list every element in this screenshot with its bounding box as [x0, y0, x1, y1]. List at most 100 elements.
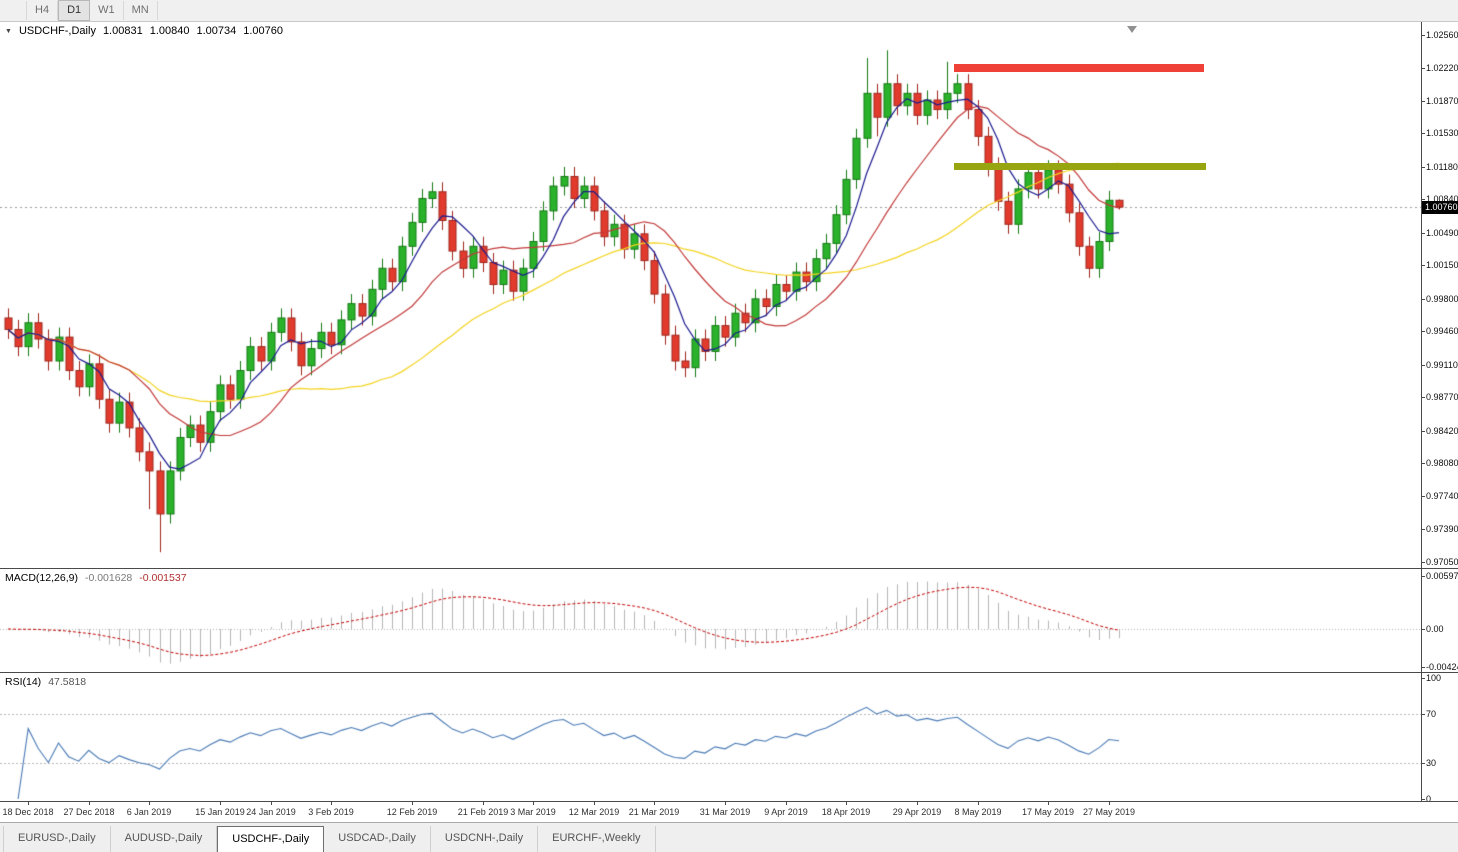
axis-label: 1.00150 — [1426, 260, 1458, 270]
price-chart-canvas[interactable] — [0, 22, 1421, 568]
support-level-line[interactable] — [954, 163, 1206, 171]
axis-tick — [1422, 431, 1425, 432]
date-label: 17 May 2019 — [1021, 807, 1075, 817]
date-tick — [594, 802, 595, 805]
date-label: 18 Apr 2019 — [821, 807, 871, 817]
axis-label: 1.00840 — [1426, 194, 1458, 204]
collapse-triangle-icon[interactable]: ▼ — [5, 27, 12, 35]
panel-separator — [0, 672, 1458, 673]
axis-tick — [1422, 265, 1425, 266]
panel-separator — [0, 568, 1458, 569]
tab-usdchf-daily[interactable]: USDCHF-,Daily — [217, 826, 325, 852]
chart-header: ▼ USDCHF-,Daily 1.00831 1.00840 1.00734 … — [5, 25, 283, 37]
date-tick — [654, 802, 655, 805]
axis-tick — [1422, 763, 1425, 764]
axis-label: 1.02220 — [1426, 63, 1458, 73]
axis-label: 100 — [1426, 673, 1442, 683]
timeframe-d1-button[interactable]: D1 — [58, 0, 91, 21]
axis-label: 1.01530 — [1426, 128, 1458, 138]
axis-label: 0.98080 — [1426, 458, 1458, 468]
date-label: 31 Mar 2019 — [699, 807, 751, 817]
axis-label: 0.00597 — [1426, 571, 1458, 581]
ohlc-close-value: 1.00760 — [243, 25, 283, 37]
date-tick — [483, 802, 484, 805]
date-label: 12 Mar 2019 — [568, 807, 620, 817]
date-label: 27 May 2019 — [1082, 807, 1136, 817]
date-tick — [331, 802, 332, 805]
axis-tick — [1422, 397, 1425, 398]
axis-tick — [1422, 68, 1425, 69]
axis-label: 30 — [1426, 758, 1437, 768]
macd-indicator-canvas[interactable] — [0, 569, 1421, 672]
axis-label: 0.97050 — [1426, 557, 1458, 567]
date-tick — [220, 802, 221, 805]
tab-eurchf-weekly[interactable]: EURCHF-,Weekly — [538, 826, 656, 852]
axis-label: 70 — [1426, 709, 1437, 719]
axis-label: 0.99110 — [1426, 360, 1458, 370]
tab-usdcnh-daily[interactable]: USDCNH-,Daily — [431, 826, 539, 852]
date-label: 18 Dec 2018 — [2, 807, 54, 817]
axis-tick — [1422, 331, 1425, 332]
timeframe-toolbar: H4 D1 W1 MN — [0, 0, 1458, 22]
axis-tick — [1422, 167, 1425, 168]
date-tick — [412, 802, 413, 805]
axis-tick — [1422, 199, 1425, 200]
price-axis[interactable]: 1.00760 1.02560 1.02220 1.01870 1.01530 1.01… — [1421, 22, 1458, 804]
date-tick — [1109, 802, 1110, 805]
axis-label: 1.02560 — [1426, 30, 1458, 40]
axis-tick — [1422, 35, 1425, 36]
rsi-value: 47.5818 — [48, 676, 87, 688]
date-label: 27 Dec 2018 — [63, 807, 115, 817]
date-label: 3 Feb 2019 — [308, 807, 354, 817]
timeframe-w1-button[interactable]: W1 — [90, 1, 124, 20]
date-tick — [786, 802, 787, 805]
axis-tick — [1422, 299, 1425, 300]
macd-signal-value: -0.001537 — [139, 572, 187, 584]
resistance-level-line[interactable] — [954, 63, 1204, 72]
date-tick — [1048, 802, 1049, 805]
axis-label: 0 — [1426, 794, 1432, 804]
axis-tick — [1422, 463, 1425, 464]
chart-shift-marker-icon[interactable] — [1127, 26, 1137, 33]
rsi-label: RSI(14) — [5, 676, 42, 688]
chart-symbol-label: USDCHF-,Daily — [18, 25, 96, 37]
current-price-tag: 1.00760 — [1422, 201, 1458, 214]
date-tick — [917, 802, 918, 805]
axis-label: 1.01180 — [1426, 162, 1458, 172]
axis-tick — [1422, 496, 1425, 497]
time-axis[interactable]: 18 Dec 2018 27 Dec 2018 6 Jan 2019 15 Jan 2… — [0, 802, 1458, 822]
date-label: 21 Mar 2019 — [628, 807, 680, 817]
axis-tick — [1422, 101, 1425, 102]
chart-area: ▼ USDCHF-,Daily 1.00831 1.00840 1.00734 … — [0, 22, 1458, 822]
date-tick — [725, 802, 726, 805]
date-tick — [271, 802, 272, 805]
rsi-indicator-canvas[interactable] — [0, 673, 1421, 801]
date-label: 3 Mar 2019 — [510, 807, 556, 817]
axis-tick — [1422, 365, 1425, 366]
rsi-header: RSI(14) 47.5818 — [5, 676, 86, 688]
date-tick — [978, 802, 979, 805]
date-tick — [533, 802, 534, 805]
axis-label: 0.98770 — [1426, 392, 1458, 402]
timeframe-mn-button[interactable]: MN — [124, 1, 158, 20]
axis-tick — [1422, 233, 1425, 234]
macd-label: MACD(12,26,9) — [5, 572, 78, 584]
axis-label: 0.97390 — [1426, 524, 1458, 534]
tab-eurusd-daily[interactable]: EURUSD-,Daily — [3, 826, 111, 852]
tab-audusd-daily[interactable]: AUDUSD-,Daily — [111, 826, 218, 852]
axis-tick — [1422, 529, 1425, 530]
tab-usdcad-daily[interactable]: USDCAD-,Daily — [324, 826, 431, 852]
axis-label: -0.00424 — [1426, 662, 1458, 672]
axis-label: 0.99460 — [1426, 326, 1458, 336]
axis-tick — [1422, 629, 1425, 630]
axis-label: 0.98420 — [1426, 426, 1458, 436]
timeframe-h4-button[interactable]: H4 — [26, 1, 59, 20]
date-tick — [846, 802, 847, 805]
date-label: 9 Apr 2019 — [764, 807, 808, 817]
axis-tick — [1422, 562, 1425, 563]
axis-tick — [1422, 678, 1425, 679]
date-label: 21 Feb 2019 — [457, 807, 509, 817]
axis-label: 0.97740 — [1426, 491, 1458, 501]
macd-header: MACD(12,26,9) -0.001628 -0.001537 — [5, 572, 187, 584]
axis-tick — [1422, 799, 1425, 800]
